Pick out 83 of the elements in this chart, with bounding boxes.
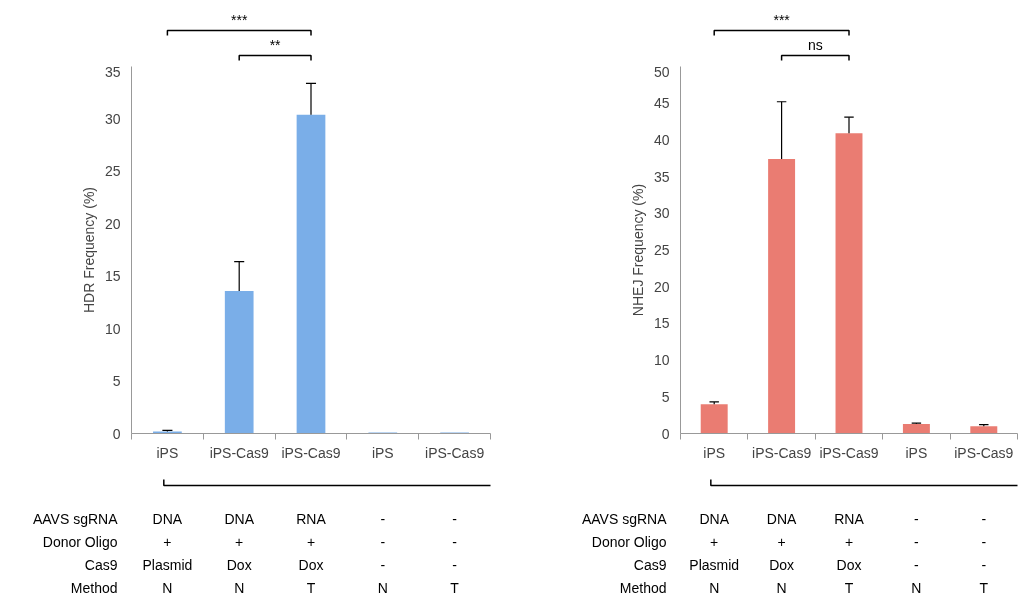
text: - [981, 510, 987, 527]
text: Cas9 [633, 556, 667, 573]
text: - [452, 510, 458, 527]
text: DNA [766, 510, 798, 527]
y-tick-label: 15 [653, 315, 670, 332]
y-tick-label: 45 [653, 95, 670, 112]
x-tick-label: iPS [703, 444, 726, 461]
x-tick-label: iPS [905, 444, 928, 461]
text: N [776, 579, 787, 596]
text: RNA [834, 510, 865, 527]
x-tick-label: iPS-Cas9 [819, 444, 879, 461]
text: Dox [769, 556, 795, 573]
y-tick-label: 35 [653, 168, 670, 185]
y-tick-label: 30 [653, 205, 670, 222]
x-tick-label: iPS [156, 444, 179, 461]
text: N [709, 579, 720, 596]
text: - [914, 533, 920, 550]
text: - [914, 556, 920, 573]
text: Donor Oligo [591, 533, 667, 550]
text: N [234, 579, 245, 596]
text: Plasmid [142, 556, 193, 573]
text: N [162, 579, 173, 596]
text: + [235, 533, 244, 550]
text: N [911, 579, 922, 596]
text: DNA [224, 510, 255, 527]
text: - [380, 556, 386, 573]
text: - [981, 533, 987, 550]
text: Dox [298, 556, 324, 573]
y-tick-label: 40 [653, 131, 670, 148]
text: ns [807, 36, 823, 53]
text: N [377, 579, 388, 596]
x-tick-label: iPS-Cas9 [954, 444, 1014, 461]
text: Cas9 [84, 556, 118, 573]
text: - [452, 533, 458, 550]
x-tick-label: iPS-Cas9 [425, 444, 485, 461]
y-tick-label: 25 [653, 242, 670, 258]
y-tick-label: 5 [661, 388, 670, 405]
x-tick-label: iPS-Cas9 [752, 444, 812, 461]
text: - [914, 510, 920, 527]
y-tick-label: 25 [104, 163, 121, 180]
text: ** [269, 36, 282, 53]
text: Plasmid [689, 556, 740, 573]
text: - [452, 556, 458, 573]
text: *** [231, 11, 248, 28]
y-tick-label: 30 [104, 110, 121, 127]
text: T [306, 579, 316, 596]
text: + [844, 533, 854, 550]
y-axis-title: HDR Frequency (%) [80, 186, 97, 314]
y-tick-label: 0 [112, 425, 121, 442]
x-tick-label: iPS-Cas9 [209, 444, 269, 461]
text: + [777, 533, 786, 550]
text: - [380, 533, 386, 550]
text: T [450, 579, 460, 596]
text: RNA [296, 510, 327, 527]
text: Method [70, 579, 118, 596]
text: - [380, 510, 386, 527]
y-tick-label: 10 [653, 352, 670, 369]
text: T [844, 579, 854, 596]
text: DNA [699, 510, 730, 527]
text: + [306, 533, 316, 550]
y-tick-label: 15 [104, 268, 121, 285]
y-tick-label: 50 [653, 63, 670, 80]
text: Donor Oligo [42, 533, 118, 550]
y-tick-label: 10 [104, 320, 121, 337]
text: + [710, 533, 719, 550]
text: *** [773, 11, 791, 28]
text: AAVS sgRNA [32, 510, 119, 527]
x-tick-label: iPS [371, 444, 394, 461]
y-tick-label: 20 [104, 215, 121, 232]
y-tick-label: 0 [661, 425, 670, 442]
y-tick-label: 20 [653, 278, 670, 295]
text: DNA [152, 510, 183, 527]
text: - [981, 556, 987, 573]
text: Dox [226, 556, 252, 573]
y-tick-label: 5 [112, 373, 121, 390]
text: T [979, 579, 989, 596]
x-tick-label: iPS-Cas9 [281, 444, 341, 461]
text: AAVS sgRNA [581, 510, 668, 527]
y-tick-label: 35 [104, 63, 121, 80]
text: Dox [836, 556, 862, 573]
text: Method [619, 579, 667, 596]
y-axis-title: NHEJ Frequency (%) [629, 183, 646, 317]
text: + [163, 533, 172, 550]
